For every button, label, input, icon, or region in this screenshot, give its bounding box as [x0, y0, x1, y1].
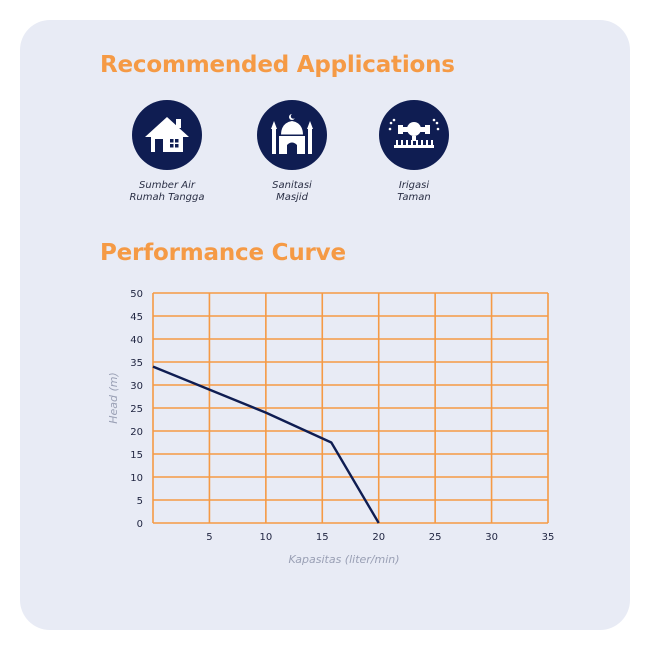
performance-title: Performance Curve	[100, 240, 346, 266]
product-card	[20, 20, 630, 630]
applications-title: Recommended Applications	[100, 52, 455, 78]
application-mosque-sanitation: Sanitasi Masjid	[232, 100, 352, 204]
y-tick-label: 15	[130, 450, 143, 461]
application-label-line1: Irigasi	[398, 180, 430, 191]
application-label-line2: Rumah Tangga	[129, 192, 205, 203]
application-label-line2: Masjid	[276, 192, 308, 203]
x-tick-label: 20	[372, 532, 385, 543]
application-garden-irrigation: Irigasi Taman	[354, 100, 474, 204]
house-icon	[132, 100, 202, 170]
performance-curve-line	[152, 365, 380, 524]
x-tick-label: 30	[485, 532, 498, 543]
application-label-line1: Sumber Air	[139, 180, 195, 191]
y-tick-label: 35	[130, 358, 143, 369]
y-tick-label: 50	[130, 289, 143, 300]
x-tick-label: 35	[542, 532, 555, 543]
x-tick-label: 25	[429, 532, 442, 543]
application-label-line2: Taman	[397, 192, 431, 203]
chart-grid	[152, 292, 549, 524]
application-household-water: Sumber Air Rumah Tangga	[107, 100, 227, 204]
y-axis-label: Head (m)	[107, 372, 120, 424]
y-tick-label: 25	[130, 404, 143, 415]
garden-sprinkler-icon	[379, 100, 449, 170]
mosque-icon	[257, 100, 327, 170]
x-tick-label: 10	[259, 532, 272, 543]
x-axis-label: Kapasitas (liter/min)	[288, 553, 399, 566]
y-tick-label: 10	[130, 473, 143, 484]
y-tick-label: 40	[130, 335, 143, 346]
y-tick-label: 30	[130, 381, 143, 392]
y-tick-label: 5	[137, 496, 143, 507]
application-label-line1: Sanitasi	[272, 180, 312, 191]
chart-ticks: 5 10 15 20 25 30 35 0 5 10 15 20 25 30 35 40 45 50	[130, 289, 554, 543]
x-tick-label: 15	[316, 532, 329, 543]
x-tick-label: 5	[206, 532, 212, 543]
y-tick-label: 45	[130, 312, 143, 323]
y-tick-label: 20	[130, 427, 143, 438]
chart-curve	[152, 365, 380, 524]
y-tick-label: 0	[137, 519, 143, 530]
